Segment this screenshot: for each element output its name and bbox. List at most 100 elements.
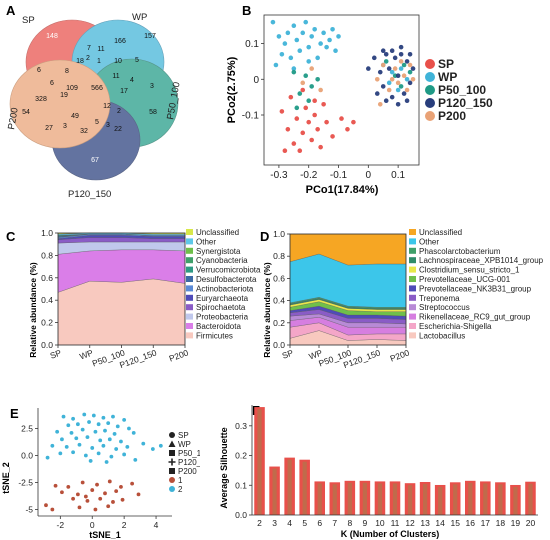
- venn-count: 22: [114, 126, 122, 133]
- data-point: [306, 59, 312, 64]
- data-point: [327, 37, 332, 43]
- data-point: [122, 452, 127, 457]
- data-point: [71, 450, 75, 455]
- data-point: [294, 37, 300, 43]
- legend-shape-square: [169, 468, 175, 474]
- y-tick-label: 1.0: [273, 229, 285, 239]
- venn-count: 27: [45, 125, 53, 132]
- venn-count: 3: [63, 123, 67, 130]
- y-tick-label: 0.4: [41, 295, 53, 305]
- data-point: [297, 148, 303, 154]
- data-point: [93, 507, 98, 512]
- data-point: [80, 427, 85, 432]
- bar-inner: [347, 482, 352, 515]
- x-tick-label: -0.1: [330, 170, 348, 181]
- venn-count: 566: [91, 85, 103, 92]
- data-point: [95, 482, 99, 487]
- legend-label: Lachnospiraceae_XPB1014_group: [419, 256, 544, 265]
- venn-ellipse-p200: [9, 59, 111, 149]
- venn-label-p200: P200: [6, 107, 21, 131]
- panel-label-b: B: [242, 3, 251, 18]
- venn-set-labels: SP WP P50_100 P120_150 P200: [6, 12, 182, 200]
- data-point: [336, 34, 341, 39]
- y-tick-label: 0.0: [41, 340, 53, 350]
- legend-swatch: [186, 294, 193, 301]
- data-point: [407, 51, 413, 57]
- data-point: [98, 438, 103, 443]
- x-tick-label: 15: [450, 518, 460, 528]
- x-tick-label: 0.1: [391, 170, 405, 181]
- x-tick-label: 14: [435, 518, 445, 528]
- legend-shape-circle: [169, 432, 175, 438]
- venn-count: 1: [97, 58, 101, 65]
- data-point: [285, 126, 291, 132]
- venn-count: 3: [150, 83, 154, 90]
- legend-swatch: [425, 111, 435, 121]
- legend-swatch: [186, 313, 193, 320]
- legend-shape-square: [169, 450, 175, 456]
- data-point: [288, 94, 294, 100]
- data-point: [392, 55, 398, 61]
- legend-cluster-dot: [169, 486, 175, 492]
- x-tick-label: P200: [168, 347, 190, 363]
- venn-count: 157: [144, 33, 156, 40]
- venn-count: 17: [120, 88, 128, 95]
- data-point: [404, 76, 410, 82]
- legend-label: Proteobacteria: [196, 313, 249, 322]
- panel-label-e: E: [10, 406, 19, 421]
- data-point: [303, 105, 309, 111]
- bar-inner: [407, 485, 413, 515]
- venn-count: 328: [35, 96, 47, 103]
- legend-swatch: [409, 294, 416, 301]
- data-point: [74, 436, 79, 441]
- data-point: [96, 422, 101, 427]
- data-point: [50, 507, 55, 512]
- data-point: [315, 76, 320, 82]
- bar-inner: [498, 484, 503, 515]
- axes: -2 0 2 4 2.5 0.0 -2.5 -5: [18, 408, 172, 530]
- data-point: [119, 484, 123, 489]
- legend-label: Other: [196, 237, 216, 246]
- data-point: [351, 119, 356, 125]
- legend-label: 1: [178, 476, 183, 485]
- legend-swatch: [409, 332, 416, 339]
- bar-inner: [317, 483, 322, 515]
- data-point: [315, 55, 320, 61]
- data-point: [282, 41, 288, 46]
- data-point: [306, 98, 312, 104]
- venn-counts: 148 157 58 67 54 166 7 11 18 5 2 1 10 4 …: [22, 33, 157, 164]
- x-tick-label: P120_150: [118, 347, 158, 370]
- data-point: [386, 80, 392, 86]
- data-point: [300, 30, 306, 36]
- venn-count: 5: [135, 57, 139, 64]
- bar-inner: [392, 483, 398, 515]
- data-point: [90, 488, 95, 492]
- data-point: [330, 134, 335, 139]
- data-point: [71, 416, 75, 421]
- legend-label: Clostridium_sensu_stricto_1: [419, 266, 520, 275]
- venn-count: 7: [87, 45, 91, 52]
- data-point: [273, 62, 279, 68]
- venn-count: 3: [106, 122, 110, 129]
- data-point: [312, 26, 317, 32]
- data-point: [82, 412, 87, 417]
- y-tick-label: 1.0: [41, 228, 53, 238]
- bar-inner: [377, 483, 383, 515]
- y-tick-label: 0.8: [273, 251, 285, 261]
- data-point: [291, 66, 297, 71]
- data-point: [303, 19, 309, 25]
- y-axis-label: Relative abundance (%): [28, 262, 38, 358]
- axes: 0.3 0.2 0.1 0.0 2 3 4 5 6 7 8 9 10 11 12 13 14 15 16 17 18 19…: [235, 405, 538, 528]
- data-point: [131, 430, 136, 435]
- panel-label-d: D: [260, 229, 269, 244]
- data-point: [120, 497, 125, 502]
- data-point: [398, 44, 404, 50]
- data-point: [93, 429, 98, 434]
- data-point: [380, 48, 386, 54]
- legend-swatch: [409, 238, 416, 245]
- data-point: [101, 443, 106, 448]
- venn-count: 54: [22, 109, 30, 116]
- data-point: [383, 98, 389, 104]
- data-point: [404, 98, 410, 104]
- bar-inner: [302, 461, 307, 515]
